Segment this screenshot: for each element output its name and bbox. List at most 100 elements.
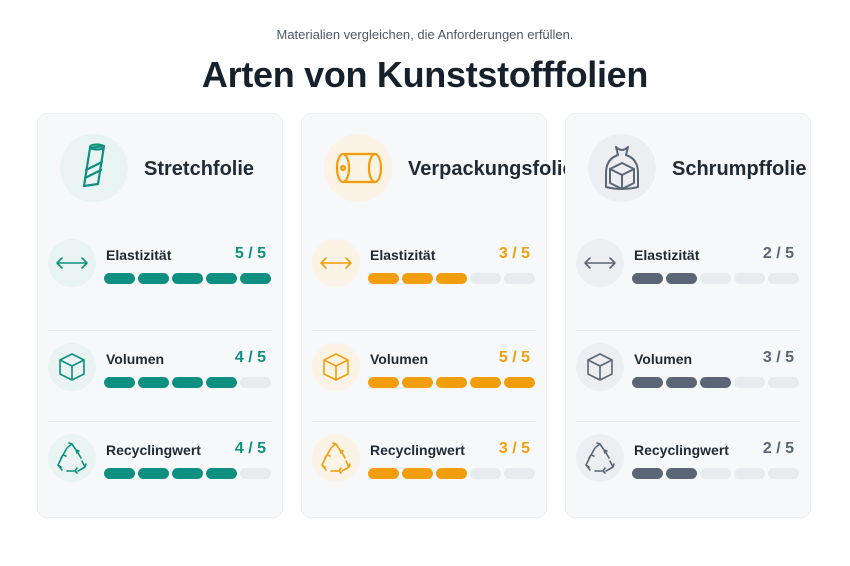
rating-segment-filled — [402, 468, 433, 479]
metric-score: 2 / 5 — [762, 245, 794, 262]
metric-row: Elastizität 5 / 5 — [48, 239, 272, 329]
metric-row: Recyclingwert 2 / 5 — [576, 421, 800, 512]
metric-label: Volumen — [370, 351, 429, 367]
metric-label: Volumen — [634, 351, 693, 367]
rating-segment-filled — [436, 273, 467, 284]
rating-segment-empty — [734, 273, 765, 284]
metric-label: Volumen — [106, 351, 165, 367]
rating-segment-filled — [632, 377, 663, 388]
rating-segment-filled — [172, 273, 203, 284]
rating-segment-empty — [504, 273, 535, 284]
card-name: Schrumpffolie — [672, 158, 807, 180]
rating-segment-empty — [734, 377, 765, 388]
rating-segment-empty — [240, 468, 271, 479]
arrows-horizontal-icon — [576, 239, 624, 287]
metric-label: Recyclingwert — [634, 442, 729, 458]
rating-bar — [632, 273, 799, 284]
rating-segment-filled — [402, 273, 433, 284]
metric-score: 3 / 5 — [762, 349, 794, 366]
metric-label: Elastizität — [634, 247, 700, 263]
rating-segment-filled — [172, 468, 203, 479]
metric-score: 5 / 5 — [498, 349, 530, 366]
rating-segment-empty — [768, 273, 799, 284]
stretch-roll-icon — [60, 134, 128, 202]
rating-segment-filled — [104, 273, 135, 284]
rating-segment-empty — [240, 377, 271, 388]
cube-icon — [312, 343, 360, 391]
rating-segment-filled — [104, 468, 135, 479]
cube-icon — [48, 343, 96, 391]
card-stretchfolie: Stretchfolie Elastizität 5 / 5 Volumen 4 / … — [37, 113, 283, 518]
metric-label: Recyclingwert — [370, 442, 465, 458]
recycle-icon — [576, 434, 624, 482]
rating-segment-filled — [666, 273, 697, 284]
rating-bar — [104, 468, 271, 479]
rating-segment-filled — [368, 377, 399, 388]
rating-bar — [368, 377, 535, 388]
rating-bar — [368, 273, 535, 284]
metric-label: Recyclingwert — [106, 442, 201, 458]
metric-label: Elastizität — [106, 247, 172, 263]
metric-score: 4 / 5 — [234, 440, 266, 457]
rating-segment-empty — [470, 468, 501, 479]
metric-row: Volumen 4 / 5 — [48, 330, 272, 421]
rating-segment-filled — [206, 468, 237, 479]
metric-score: 3 / 5 — [498, 245, 530, 262]
metric-row: Recyclingwert 3 / 5 — [312, 421, 536, 512]
rating-segment-empty — [700, 468, 731, 479]
packaging-roll-icon — [324, 134, 392, 202]
metric-score: 2 / 5 — [762, 440, 794, 457]
rating-bar — [104, 273, 271, 284]
rating-segment-filled — [666, 377, 697, 388]
arrows-horizontal-icon — [312, 239, 360, 287]
card-name: Verpackungsfolie — [408, 158, 574, 180]
rating-segment-filled — [666, 468, 697, 479]
metric-row: Volumen 3 / 5 — [576, 330, 800, 421]
rating-segment-filled — [104, 377, 135, 388]
metric-score: 3 / 5 — [498, 440, 530, 457]
arrows-horizontal-icon — [48, 239, 96, 287]
card-verpackungsfolie: Verpackungsfolie Elastizität 3 / 5 Volumen… — [301, 113, 574, 518]
rating-segment-filled — [138, 468, 169, 479]
rating-segment-empty — [700, 273, 731, 284]
shrink-bag-icon — [588, 134, 656, 202]
metric-score: 4 / 5 — [234, 349, 266, 366]
card-schrumpffolie: Schrumpffolie Elastizität 2 / 5 Volumen 3 /… — [565, 113, 811, 518]
metric-row: Volumen 5 / 5 — [312, 330, 536, 421]
page-title: Arten von Kunststofffolien — [201, 54, 649, 95]
rating-segment-empty — [504, 468, 535, 479]
rating-segment-empty — [470, 273, 501, 284]
card-name: Stretchfolie — [144, 158, 255, 180]
rating-segment-filled — [206, 377, 237, 388]
rating-segment-filled — [470, 377, 501, 388]
rating-segment-empty — [768, 468, 799, 479]
metric-row: Elastizität 3 / 5 — [312, 239, 536, 329]
rating-segment-filled — [700, 377, 731, 388]
rating-segment-filled — [138, 273, 169, 284]
rating-bar — [632, 377, 799, 388]
metric-row: Recyclingwert 4 / 5 — [48, 421, 272, 512]
recycle-icon — [312, 434, 360, 482]
metric-score: 5 / 5 — [234, 245, 266, 262]
rating-bar — [632, 468, 799, 479]
rating-segment-filled — [368, 468, 399, 479]
rating-segment-filled — [240, 273, 271, 284]
metric-label: Elastizität — [370, 247, 436, 263]
rating-bar — [368, 468, 535, 479]
rating-segment-filled — [368, 273, 399, 284]
metric-row: Elastizität 2 / 5 — [576, 239, 800, 329]
rating-segment-filled — [138, 377, 169, 388]
cube-icon — [576, 343, 624, 391]
rating-segment-filled — [632, 468, 663, 479]
rating-segment-filled — [206, 273, 237, 284]
rating-segment-filled — [436, 468, 467, 479]
page-subtitle: Materialien vergleichen, die Anforderung… — [276, 27, 574, 42]
recycle-icon — [48, 434, 96, 482]
rating-segment-filled — [436, 377, 467, 388]
rating-segment-filled — [402, 377, 433, 388]
rating-segment-filled — [172, 377, 203, 388]
rating-segment-filled — [632, 273, 663, 284]
rating-segment-empty — [768, 377, 799, 388]
rating-segment-filled — [504, 377, 535, 388]
rating-bar — [104, 377, 271, 388]
